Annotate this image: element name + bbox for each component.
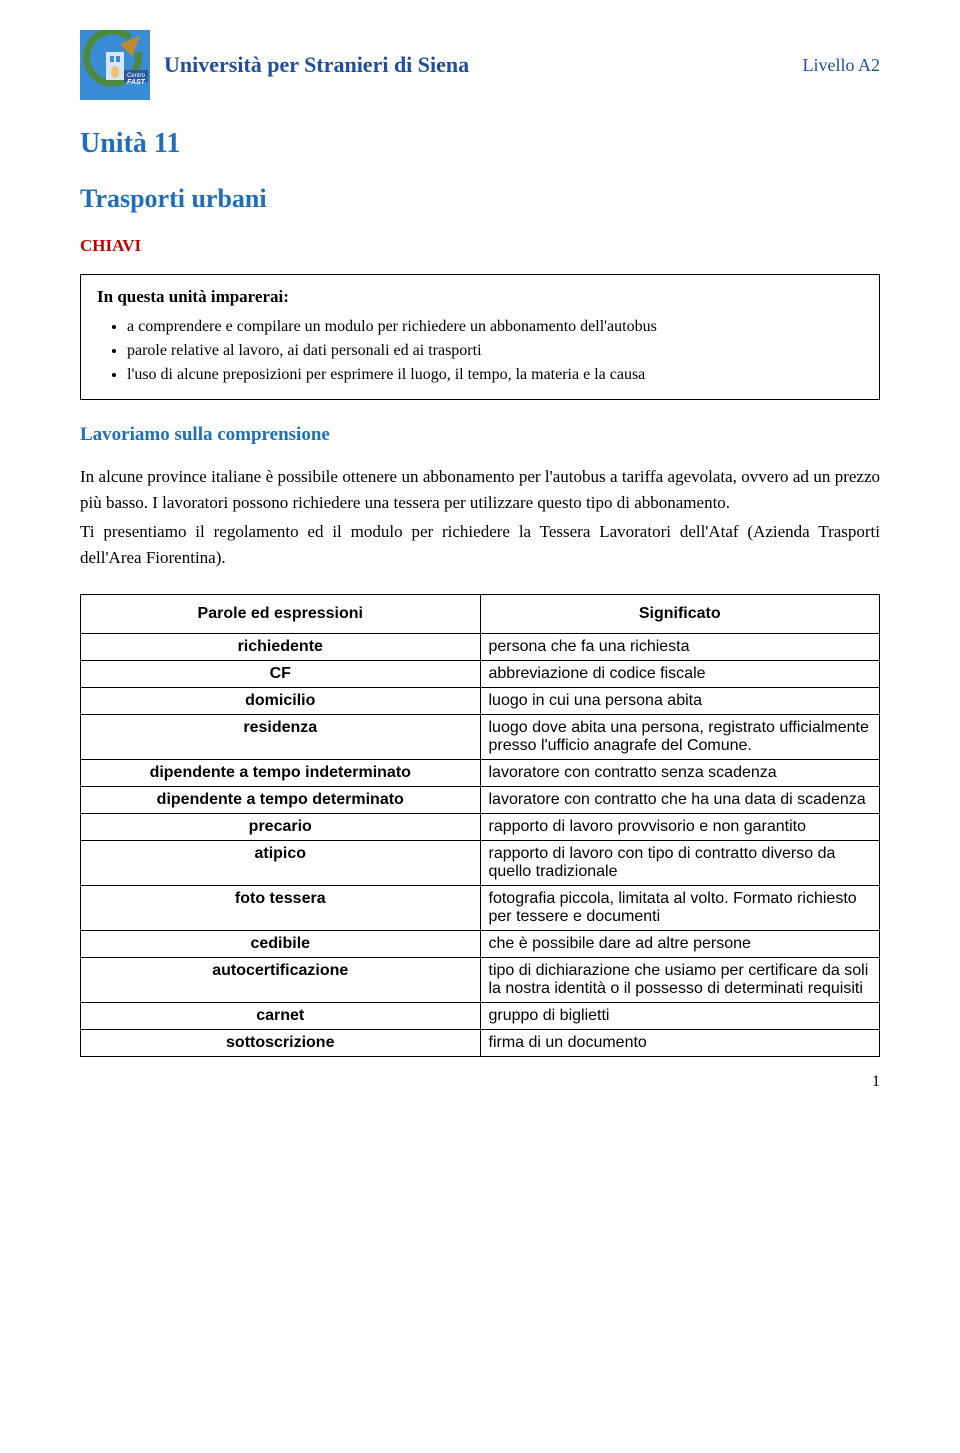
svg-text:FAST: FAST (127, 79, 146, 86)
header-left: Centro FAST Università per Stranieri di … (80, 30, 469, 100)
table-row: cedibileche è possibile dare ad altre pe… (81, 931, 880, 958)
section-heading: Lavoriamo sulla comprensione (80, 424, 880, 446)
document-header: Centro FAST Università per Stranieri di … (80, 30, 880, 100)
table-row: domicilioluogo in cui una persona abita (81, 688, 880, 715)
table-row: atipicorapporto di lavoro con tipo di co… (81, 841, 880, 886)
table-row: richiedentepersona che fa una richiesta (81, 634, 880, 661)
logo-icon: Centro FAST (80, 30, 150, 100)
table-row: foto tesserafotografia piccola, limitata… (81, 886, 880, 931)
body-paragraph: Ti presentiamo il regolamento ed il modu… (80, 519, 880, 570)
table-row: precariorapporto di lavoro provvisorio e… (81, 814, 880, 841)
table-header-term: Parole ed espressioni (81, 595, 481, 634)
page-number: 1 (80, 1073, 880, 1091)
university-title: Università per Stranieri di Siena (164, 52, 469, 78)
unit-label: Unità 11 (80, 128, 880, 160)
table-row: dipendente a tempo determinatolavoratore… (81, 787, 880, 814)
learn-item: l'uso di alcune preposizioni per esprime… (127, 363, 863, 387)
page: Centro FAST Università per Stranieri di … (0, 0, 960, 1111)
vocabulary-table: Parole ed espressioni Significato richie… (80, 594, 880, 1057)
table-row: CFabbreviazione di codice fiscale (81, 661, 880, 688)
table-row: autocertificazionetipo di dichiarazione … (81, 958, 880, 1003)
learn-item: parole relative al lavoro, ai dati perso… (127, 339, 863, 363)
table-row: residenzaluogo dove abita una persona, r… (81, 715, 880, 760)
table-row: sottoscrizionefirma di un documento (81, 1030, 880, 1057)
learn-list: a comprendere e compilare un modulo per … (97, 315, 863, 387)
vocab-tbody: richiedentepersona che fa una richiesta … (81, 634, 880, 1057)
table-row: dipendente a tempo indeterminatolavorato… (81, 760, 880, 787)
table-row: carnetgruppo di biglietti (81, 1003, 880, 1030)
chiavi-label: CHIAVI (80, 236, 880, 256)
unit-title: Trasporti urbani (80, 184, 880, 214)
learn-box: In questa unità imparerai: a comprendere… (80, 274, 880, 400)
learn-box-title: In questa unità imparerai: (97, 287, 863, 307)
table-header-meaning: Significato (480, 595, 880, 634)
learn-item: a comprendere e compilare un modulo per … (127, 315, 863, 339)
level-label: Livello A2 (803, 55, 881, 76)
body-paragraph: In alcune province italiane è possibile … (80, 464, 880, 515)
